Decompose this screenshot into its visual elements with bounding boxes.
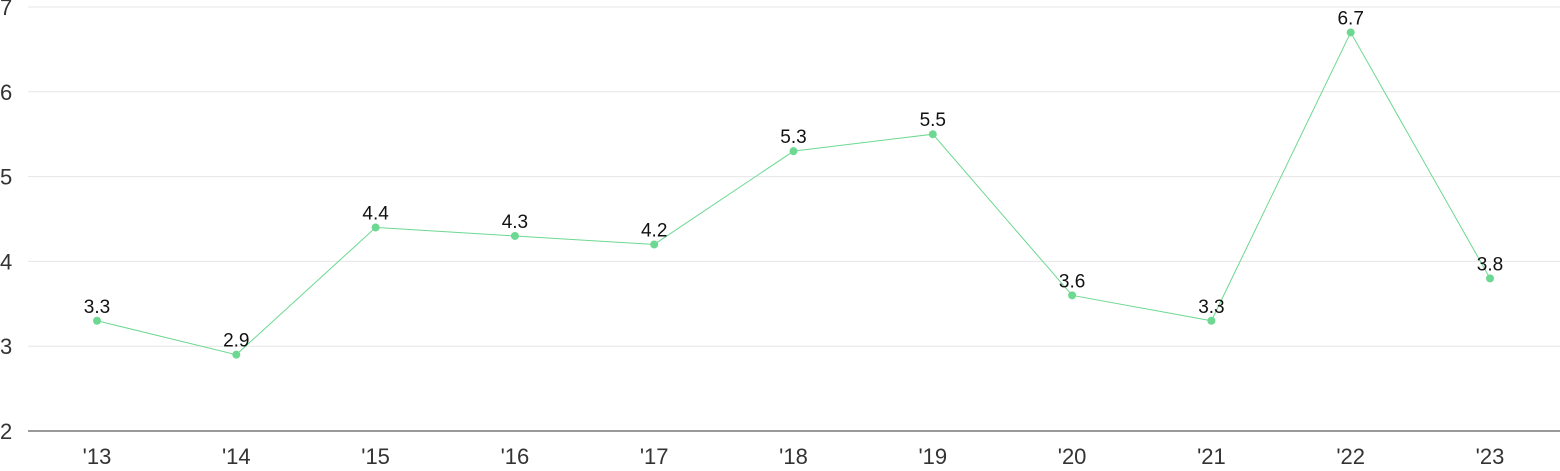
x-tick-label: '21 <box>1197 444 1226 469</box>
y-tick-label: 4 <box>0 249 12 274</box>
x-tick-label: '19 <box>918 444 947 469</box>
grid-lines <box>28 6 1560 347</box>
y-tick-label: 7 <box>0 0 12 20</box>
series-line <box>96 31 1491 356</box>
data-point <box>371 223 380 232</box>
data-label: 3.6 <box>1059 271 1085 292</box>
data-point <box>789 147 798 156</box>
x-tick-label: '16 <box>501 444 530 469</box>
x-tick-label: '14 <box>222 444 251 469</box>
x-tick-label: '22 <box>1336 444 1365 469</box>
x-tick-label: '17 <box>640 444 669 469</box>
data-label: 2.9 <box>223 331 249 352</box>
x-tick-label: '13 <box>83 444 112 469</box>
y-tick-label: 3 <box>0 334 12 359</box>
data-label: 3.8 <box>1477 254 1503 275</box>
x-tick-label: '20 <box>1058 444 1087 469</box>
data-point <box>93 316 101 325</box>
data-point <box>510 231 519 240</box>
y-axis-ticks: 2 3 4 5 6 7 <box>0 0 12 444</box>
x-axis-ticks: '13 '14 '15 '16 '17 '18 '19 '20 '21 '22 '23 <box>83 444 1505 469</box>
data-labels: 3.3 2.9 4.4 4.3 4.2 5.3 5.5 3.6 3.3 6.7 3.8 <box>84 8 1503 351</box>
x-tick-label: '15 <box>361 444 390 469</box>
data-point <box>232 350 241 359</box>
data-label: 4.2 <box>641 220 667 241</box>
data-label: 3.3 <box>1198 297 1224 318</box>
data-point <box>650 240 659 249</box>
data-point <box>1486 274 1494 283</box>
series-lines <box>96 31 1491 356</box>
y-tick-label: 6 <box>0 80 12 105</box>
data-label: 4.4 <box>362 203 389 224</box>
data-point <box>1207 316 1216 325</box>
data-label: 5.5 <box>920 110 946 131</box>
data-points <box>93 28 1494 359</box>
data-point <box>928 130 937 139</box>
data-point <box>1346 28 1355 37</box>
y-tick-label: 2 <box>0 419 12 444</box>
x-tick-label: '23 <box>1476 444 1505 469</box>
data-label: 4.3 <box>502 212 528 233</box>
data-label: 3.3 <box>84 297 110 318</box>
data-label: 6.7 <box>1337 8 1363 29</box>
data-point <box>1068 291 1077 300</box>
data-label: 5.3 <box>780 127 806 148</box>
y-tick-label: 5 <box>0 165 12 190</box>
x-tick-label: '18 <box>779 444 808 469</box>
